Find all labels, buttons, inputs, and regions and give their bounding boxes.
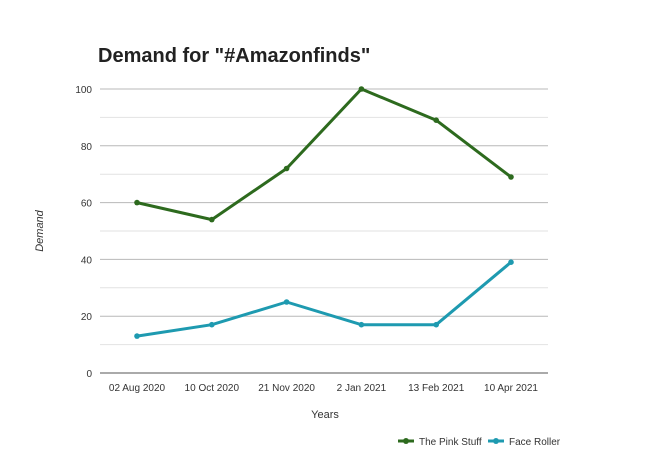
data-point (508, 174, 514, 180)
x-axis-label: Years (311, 409, 339, 421)
data-point (134, 199, 140, 206)
y-tick-label: 80 (81, 142, 93, 153)
data-point (358, 321, 365, 328)
series-line-1 (135, 87, 513, 222)
y-tick-labels: 0 20 40 60 80 100 (75, 85, 92, 380)
legend: The Pink Stuff Face Roller (398, 437, 561, 448)
chart-title: Demand for "#Amazonfinds" (98, 45, 370, 67)
y-tick-label: 20 (81, 312, 93, 323)
x-tick-label: 10 Oct 2020 (185, 383, 240, 394)
legend-entry-2: Face Roller (488, 437, 561, 448)
gridlines (100, 88, 548, 374)
legend-label: Face Roller (509, 437, 561, 448)
x-tick-label: 21 Nov 2020 (258, 383, 315, 394)
y-tick-label: 100 (75, 85, 92, 96)
y-axis-label: Demand (34, 209, 46, 251)
data-point (283, 165, 290, 172)
data-point (358, 86, 365, 92)
legend-entry-1: The Pink Stuff (398, 437, 482, 448)
y-tick-label: 40 (81, 255, 93, 266)
data-point (283, 299, 290, 305)
x-tick-label: 2 Jan 2021 (337, 383, 387, 394)
y-tick-label: 0 (86, 369, 92, 380)
data-point (209, 216, 215, 223)
y-tick-label: 60 (81, 199, 93, 210)
legend-swatch-point (403, 438, 409, 444)
data-point (209, 321, 215, 328)
data-point (433, 117, 440, 123)
data-point (433, 321, 440, 328)
data-point (134, 333, 140, 339)
x-tick-label: 02 Aug 2020 (109, 383, 166, 394)
x-tick-label: 13 Feb 2021 (408, 383, 465, 394)
x-tick-label: 10 Apr 2021 (484, 383, 538, 394)
x-tick-labels: 02 Aug 2020 10 Oct 2020 21 Nov 2020 2 Jan 2… (109, 383, 538, 394)
series-lines (134, 86, 514, 339)
data-point (508, 259, 514, 266)
series-line-2 (135, 260, 513, 338)
legend-swatch-point (493, 438, 499, 444)
legend-label: The Pink Stuff (419, 437, 482, 448)
